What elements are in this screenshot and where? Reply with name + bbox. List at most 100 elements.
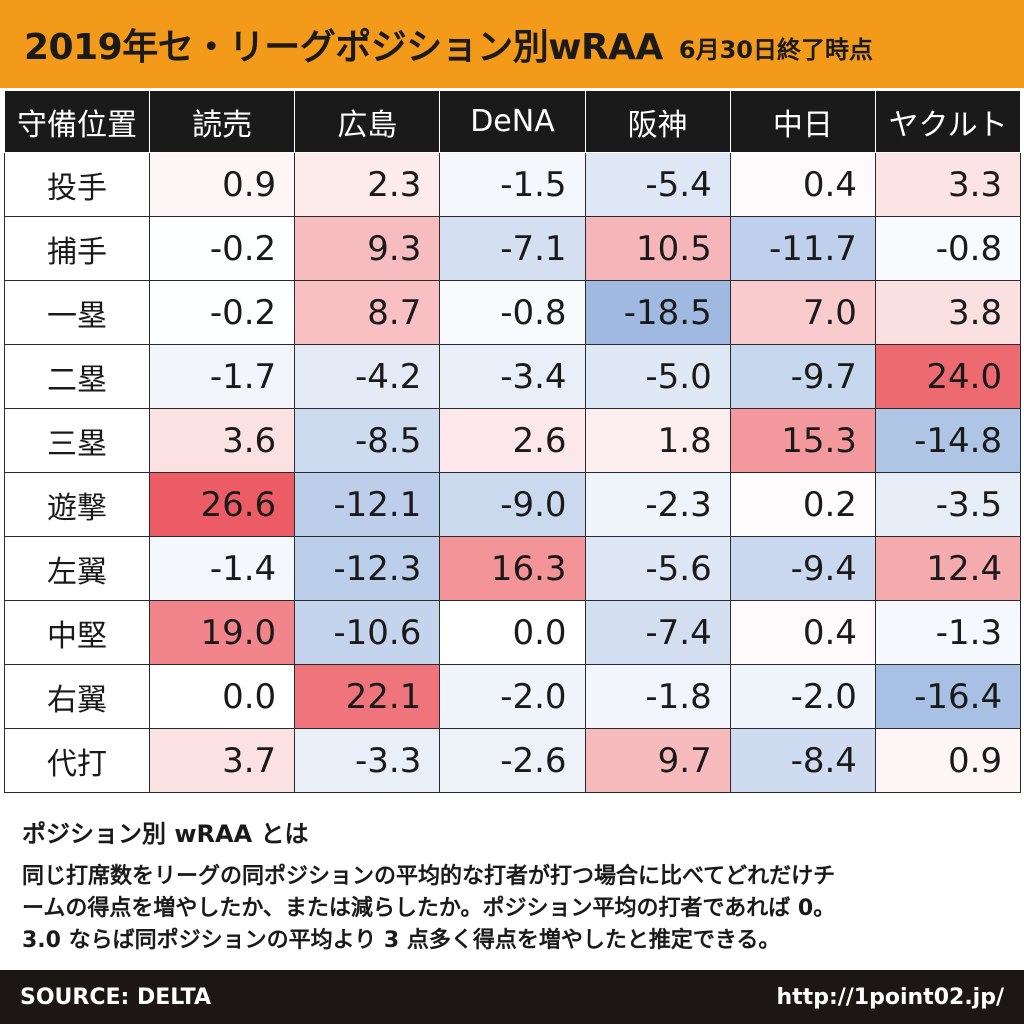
team-header: 読売 — [148, 90, 296, 153]
table-row: 左翼 -1.4 -12.3 16.3 -5.6 -9.4 12.4 — [4, 536, 1022, 601]
wraa-cell: -0.2 — [148, 280, 296, 345]
table-row: 一塁 -0.2 8.7 -0.8 -18.5 7.0 3.8 — [4, 280, 1022, 345]
wraa-cell: -5.0 — [584, 344, 731, 409]
wraa-cell: -3.4 — [439, 344, 586, 409]
wraa-cell: -0.8 — [439, 280, 586, 345]
wraa-cell: 2.3 — [294, 152, 441, 217]
wraa-cell: -9.7 — [729, 344, 876, 409]
wraa-cell: -18.5 — [584, 280, 731, 345]
title-bar: 2019年セ・リーグポジション別wRAA 6月30日終了時点 — [0, 0, 1024, 88]
wraa-table: 守備位置 読売 広島 DeNA 阪神 中日 ヤクルト 投手 0.9 2.3 -1.5-… — [4, 90, 1022, 793]
wraa-cell: -1.5 — [439, 152, 586, 217]
wraa-cell: 12.4 — [874, 536, 1022, 601]
wraa-cell: -12.3 — [294, 536, 441, 601]
note-body: 同じ打席数をリーグの同ポジションの平均的な打者が打つ場合に比べてどれだけチ ーム… — [22, 861, 1008, 957]
wraa-cell: 0.9 — [148, 152, 296, 217]
wraa-cell: 0.4 — [729, 600, 876, 665]
wraa-cell: -1.8 — [584, 664, 731, 729]
wraa-cell: 26.6 — [148, 472, 296, 537]
position-label: 中堅 — [4, 600, 150, 665]
wraa-cell: 7.0 — [729, 280, 876, 345]
source-label: SOURCE: DELTA — [20, 984, 211, 1010]
wraa-cell: -2.0 — [729, 664, 876, 729]
wraa-cell: 3.8 — [874, 280, 1022, 345]
note-section: ポジション別 wRAA とは 同じ打席数をリーグの同ポジションの平均的な打者が打… — [16, 808, 1008, 957]
team-header: 中日 — [729, 90, 876, 153]
wraa-cell: 9.3 — [294, 216, 441, 281]
position-label: 代打 — [4, 728, 150, 793]
wraa-cell: -8.4 — [729, 728, 876, 793]
position-label: 遊撃 — [4, 472, 150, 537]
wraa-cell: -4.2 — [294, 344, 441, 409]
table-row: 右翼 0.0 22.1 -2.0 -1.8 -2.0 -16.4 — [4, 664, 1022, 729]
wraa-cell: 0.4 — [729, 152, 876, 217]
position-label: 左翼 — [4, 536, 150, 601]
wraa-cell: 19.0 — [148, 600, 296, 665]
team-header: 阪神 — [584, 90, 731, 153]
wraa-cell: -10.6 — [294, 600, 441, 665]
position-label: 二塁 — [4, 344, 150, 409]
table-row: 三塁 3.6 -8.5 2.6 1.8 15.3 -14.8 — [4, 408, 1022, 473]
table-row: 代打 3.7 -3.3 -2.6 9.7 -8.4 0.9 — [4, 728, 1022, 793]
wraa-cell: -16.4 — [874, 664, 1022, 729]
note-line: ームの得点を増やしたか、または減らしたか。ポジション平均の打者であれば 0。 — [22, 896, 836, 921]
wraa-cell: 22.1 — [294, 664, 441, 729]
table-body: 投手 0.9 2.3 -1.5 -5.4 0.4 3.3 捕手 -0.2 9.3 -7.1 10.5-… — [4, 152, 1022, 793]
source-url: http://1point02.jp/ — [776, 984, 1005, 1010]
wraa-cell: 0.9 — [874, 728, 1022, 793]
wraa-cell: -9.0 — [439, 472, 586, 537]
wraa-cell: -2.3 — [584, 472, 731, 537]
wraa-cell: -7.1 — [439, 216, 586, 281]
position-label: 右翼 — [4, 664, 150, 729]
wraa-cell: -12.1 — [294, 472, 441, 537]
chart-title: 2019年セ・リーグポジション別wRAA — [24, 27, 663, 68]
wraa-cell: -5.6 — [584, 536, 731, 601]
note-line: 同じ打席数をリーグの同ポジションの平均的な打者が打つ場合に比べてどれだけチ — [22, 864, 836, 889]
wraa-cell: -0.8 — [874, 216, 1022, 281]
wraa-cell: -0.2 — [148, 216, 296, 281]
wraa-cell: -9.4 — [729, 536, 876, 601]
team-header: 広島 — [294, 90, 441, 153]
wraa-cell: -11.7 — [729, 216, 876, 281]
wraa-cell: -1.3 — [874, 600, 1022, 665]
header-row: 守備位置 読売 広島 DeNA 阪神 中日 ヤクルト — [4, 90, 1022, 153]
wraa-cell: -2.0 — [439, 664, 586, 729]
note-line: 3.0 ならば同ポジションの平均より 3 点多く得点を増やしたと推定できる。 — [22, 928, 781, 953]
wraa-cell: 16.3 — [439, 536, 586, 601]
table-row: 二塁 -1.7 -4.2 -3.4 -5.0 -9.7 24.0 — [4, 344, 1022, 409]
wraa-cell: 0.2 — [729, 472, 876, 537]
wraa-cell: -3.5 — [874, 472, 1022, 537]
position-label: 三塁 — [4, 408, 150, 473]
wraa-cell: 3.6 — [148, 408, 296, 473]
chart-subtitle: 6月30日終了時点 — [678, 35, 874, 64]
table-row: 投手 0.9 2.3 -1.5 -5.4 0.4 3.3 — [4, 152, 1022, 217]
position-label: 投手 — [4, 152, 150, 217]
wraa-cell: 2.6 — [439, 408, 586, 473]
wraa-cell: -3.3 — [294, 728, 441, 793]
wraa-cell: 3.7 — [148, 728, 296, 793]
wraa-cell: 15.3 — [729, 408, 876, 473]
position-label: 捕手 — [4, 216, 150, 281]
wraa-cell: -7.4 — [584, 600, 731, 665]
team-header: DeNA — [439, 90, 586, 153]
wraa-cell: 0.0 — [439, 600, 586, 665]
wraa-cell: -1.7 — [148, 344, 296, 409]
position-label: 一塁 — [4, 280, 150, 345]
team-header: ヤクルト — [874, 90, 1022, 153]
footer-bar: SOURCE: DELTA http://1point02.jp/ — [0, 970, 1024, 1024]
corner-header: 守備位置 — [4, 90, 150, 153]
wraa-cell: 10.5 — [584, 216, 731, 281]
wraa-cell: -8.5 — [294, 408, 441, 473]
table-row: 遊撃 26.6 -12.1 -9.0 -2.3 0.2 -3.5 — [4, 472, 1022, 537]
wraa-cell: 24.0 — [874, 344, 1022, 409]
table-row: 中堅 19.0 -10.6 0.0 -7.4 0.4 -1.3 — [4, 600, 1022, 665]
wraa-cell: -14.8 — [874, 408, 1022, 473]
note-title: ポジション別 wRAA とは — [22, 820, 309, 848]
wraa-cell: -2.6 — [439, 728, 586, 793]
wraa-cell: 0.0 — [148, 664, 296, 729]
wraa-cell: 1.8 — [584, 408, 731, 473]
wraa-cell: -5.4 — [584, 152, 731, 217]
table-row: 捕手 -0.2 9.3 -7.1 10.5 -11.7 -0.8 — [4, 216, 1022, 281]
wraa-cell: 9.7 — [584, 728, 731, 793]
wraa-cell: 8.7 — [294, 280, 441, 345]
